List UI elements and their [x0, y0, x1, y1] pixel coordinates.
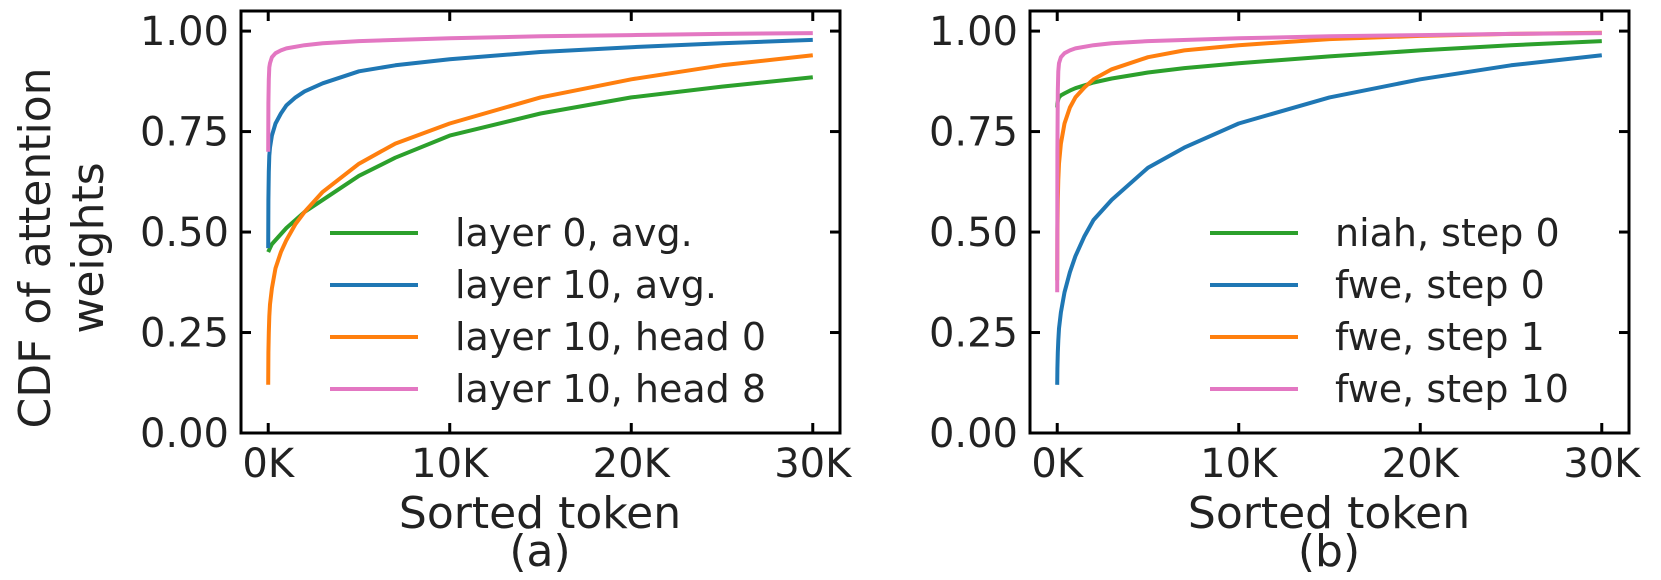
y-tick-label-a: 0.00	[140, 411, 229, 457]
legend-label-a-3: layer 10, head 8	[455, 367, 766, 411]
x-tick-label-b: 30K	[1563, 441, 1642, 487]
x-tick-label-a: 10K	[411, 441, 490, 487]
legend-label-a-1: layer 10, avg.	[455, 263, 717, 307]
plot-frame-a	[239, 9, 842, 435]
panel-label-b: (b)	[1298, 526, 1360, 575]
series-line-a-2	[266, 53, 814, 385]
x-tick-label-b: 0K	[1031, 441, 1084, 487]
y-axis-title-line-2: weights	[63, 162, 114, 333]
y-axis-title-line-1: CDF of attention	[10, 67, 61, 428]
legend-label-b-1: fwe, step 0	[1335, 263, 1545, 307]
legend-label-a-0: layer 0, avg.	[455, 211, 693, 255]
y-tick-label-b: 0.25	[929, 311, 1018, 357]
y-tick-label-b: 0.75	[929, 110, 1018, 156]
y-tick-label-b: 1.00	[929, 9, 1018, 55]
x-tick-label-b: 10K	[1200, 441, 1279, 487]
x-tick-label-a: 0K	[242, 441, 295, 487]
legend-label-a-2: layer 10, head 0	[455, 315, 766, 359]
y-tick-label-a: 0.25	[140, 311, 229, 357]
x-tick-label-a: 20K	[593, 441, 672, 487]
series-line-b-3	[1055, 31, 1602, 293]
x-axis-title-b: Sorted token	[1188, 488, 1470, 539]
chart-panel-a: Sorted token (a) 0.00 0.25 0.50 0.75 1.00 0K 1…	[140, 9, 853, 577]
y-tick-label-a: 0.75	[140, 110, 229, 156]
x-axis-title-a: Sorted token	[399, 488, 681, 539]
series-line-a-3	[266, 31, 813, 152]
panel-label-a: (a)	[509, 526, 570, 575]
legend-label-b-3: fwe, step 10	[1335, 367, 1569, 411]
y-tick-label-b: 0.00	[929, 411, 1018, 457]
y-tick-label-a: 1.00	[140, 9, 229, 55]
legend-label-b-2: fwe, step 1	[1335, 315, 1545, 359]
series-line-b-1	[1055, 53, 1603, 385]
x-tick-label-b: 20K	[1382, 441, 1461, 487]
plot-frame-b	[1028, 9, 1631, 435]
series-line-a-1	[266, 37, 813, 249]
x-tick-label-a: 30K	[774, 441, 853, 487]
legend-label-b-0: niah, step 0	[1335, 211, 1560, 255]
y-tick-label-b: 0.50	[929, 210, 1018, 256]
y-tick-label-a: 0.50	[140, 210, 229, 256]
chart-panel-b: Sorted token (b) 0.00 0.25 0.50 0.75 1.00 0K 1…	[929, 9, 1642, 577]
